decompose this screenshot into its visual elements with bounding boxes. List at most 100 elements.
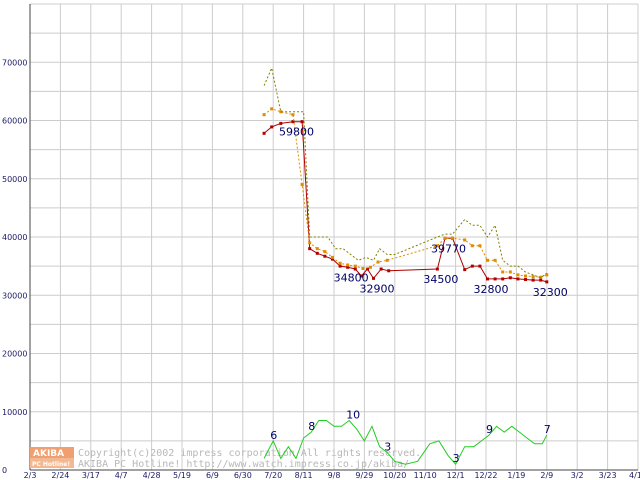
- akiba-logo-text: AKIBA: [33, 449, 64, 459]
- series-point-min: [291, 120, 295, 124]
- x-tick-label: 11/10: [414, 471, 437, 480]
- x-tick-label: 3/2: [571, 471, 584, 480]
- y-tick-label: 0: [2, 466, 7, 475]
- series-point-avg: [516, 273, 520, 277]
- series-point-min: [501, 277, 505, 281]
- series-point-min: [330, 257, 334, 261]
- price-data-label: 34800: [334, 271, 369, 284]
- x-tick-label: 2/3: [24, 471, 37, 480]
- x-tick-label: 6/9: [206, 471, 219, 480]
- series-point-min: [262, 131, 266, 135]
- series-point-min: [372, 276, 376, 280]
- y-tick-label: 70000: [2, 58, 27, 67]
- series-point-min: [308, 247, 312, 251]
- x-tick-label: 4/7: [115, 471, 128, 480]
- count-data-label: 3: [384, 441, 391, 454]
- x-tick-label: 12/22: [474, 471, 497, 480]
- y-tick-label: 50000: [2, 175, 27, 184]
- series-point-min: [300, 120, 304, 124]
- akiba-logo-subtext: PC Hotline!: [32, 461, 70, 468]
- y-tick-label: 20000: [2, 350, 27, 359]
- chart-series: [262, 66, 549, 466]
- series-point-avg: [300, 183, 304, 187]
- x-tick-label: 9/29: [355, 471, 373, 480]
- count-data-label: 3: [453, 452, 460, 465]
- series-point-avg: [315, 247, 319, 251]
- count-data-label: 6: [270, 429, 277, 442]
- akiba-logo-top: [30, 447, 74, 458]
- series-point-avg: [470, 244, 474, 248]
- x-tick-label: 3/23: [599, 471, 617, 480]
- series-point-min: [531, 278, 535, 282]
- x-axis-ticks: 2/3 2/24 3/17 4/7 4/28 5/19 6/9 6/30 7/20 8/11 9/8…: [24, 471, 640, 480]
- x-tick-label: 12/1: [447, 471, 465, 480]
- series-point-min: [323, 254, 327, 258]
- series-line-count: [263, 419, 548, 466]
- series-point-avg: [262, 113, 266, 117]
- series-point-avg: [361, 266, 365, 270]
- series-point-min: [545, 280, 549, 284]
- series-point-min: [279, 121, 283, 125]
- series-point-avg: [486, 258, 490, 262]
- count-data-label: 10: [346, 408, 360, 421]
- series-point-min: [365, 267, 369, 271]
- series-point-avg: [376, 260, 380, 264]
- x-tick-label: 9/8: [328, 471, 341, 480]
- x-tick-label: 8/11: [295, 471, 313, 480]
- x-tick-label: 10/20: [383, 471, 406, 480]
- series-point-min: [463, 268, 467, 272]
- series-point-min: [516, 277, 520, 281]
- copyright-line: Copyright(c)2002 impress corporation All…: [78, 448, 421, 459]
- x-tick-label: 2/9: [540, 471, 553, 480]
- y-tick-label: 30000: [2, 291, 27, 300]
- y-axis-ticks: 70000 60000 50000 40000 30000 20000 10000 0: [2, 58, 27, 475]
- series-point-min: [470, 264, 474, 268]
- series-point-avg: [338, 261, 342, 265]
- count-data-label: 7: [544, 423, 551, 436]
- series-point-avg: [539, 275, 543, 279]
- series-point-avg: [501, 270, 505, 274]
- x-tick-label: 2/24: [51, 471, 69, 480]
- series-point-min: [478, 264, 482, 268]
- series-point-avg: [443, 236, 447, 240]
- series-point-min: [387, 269, 391, 273]
- y-tick-label: 40000: [2, 233, 27, 242]
- series-point-avg: [346, 263, 350, 267]
- x-tick-label: 6/30: [234, 471, 252, 480]
- series-point-avg: [308, 241, 312, 245]
- series-point-min: [379, 267, 383, 271]
- x-tick-label: 4/13: [629, 471, 640, 480]
- site-url-line: AKIBA PC Hotline! http://www.watch.impre…: [78, 459, 409, 470]
- series-point-avg: [270, 107, 274, 111]
- series-point-min: [338, 264, 342, 268]
- series-point-avg: [291, 113, 295, 117]
- price-data-label: 34500: [423, 273, 458, 286]
- x-tick-label: 3/17: [82, 471, 100, 480]
- count-data-label: 9: [486, 423, 493, 436]
- series-point-avg: [463, 238, 467, 242]
- series-point-min: [486, 277, 490, 281]
- series-point-min: [359, 274, 363, 278]
- chart-grid: [29, 3, 639, 471]
- price-data-label: 39770: [431, 242, 466, 255]
- series-point-avg: [508, 270, 512, 274]
- series-point-min: [524, 278, 528, 282]
- series-point-avg: [531, 275, 535, 279]
- series-point-avg: [524, 274, 528, 278]
- x-tick-label: 5/19: [173, 471, 191, 480]
- series-point-min: [493, 277, 497, 281]
- series-point-min: [346, 265, 350, 269]
- y-tick-label: 10000: [2, 408, 27, 417]
- x-tick-label: 4/28: [143, 471, 161, 480]
- x-tick-label: 7/20: [264, 471, 282, 480]
- series-point-min: [270, 125, 274, 129]
- series-point-min: [539, 278, 543, 282]
- series-point-avg: [385, 258, 389, 262]
- series-line-max: [263, 66, 548, 279]
- copyright-watermark: AKIBA PC Hotline! Copyright(c)2002 impre…: [30, 447, 421, 470]
- series-point-min: [508, 276, 512, 280]
- series-point-avg: [323, 250, 327, 254]
- series-point-avg: [493, 258, 497, 262]
